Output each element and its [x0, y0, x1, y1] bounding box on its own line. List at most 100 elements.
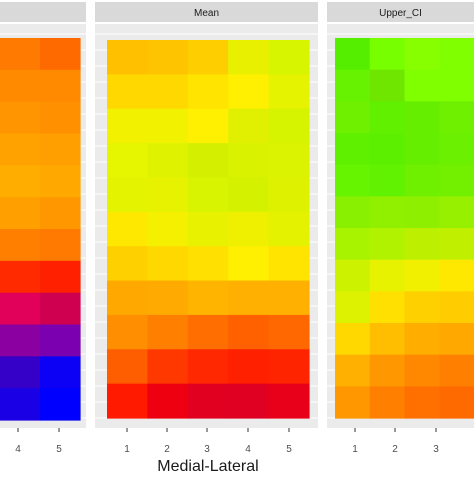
heatmap-tile — [187, 40, 229, 75]
heatmap-tile — [228, 108, 270, 144]
heatmap-tile — [369, 259, 406, 292]
heatmap-tile — [40, 197, 81, 230]
heatmap-tile — [147, 314, 189, 350]
heatmap-tile — [335, 354, 371, 387]
heatmap-tile — [187, 314, 229, 350]
heatmap-tile — [335, 69, 371, 102]
heatmap-tile — [335, 164, 371, 197]
heatmap-tile — [369, 164, 406, 197]
x-tick-label: 2 — [392, 444, 398, 455]
heatmap-tile — [439, 354, 474, 387]
heatmap-tile — [335, 291, 371, 324]
heatmap-tile — [40, 133, 81, 166]
heatmap-tile — [228, 383, 270, 419]
heatmap-tile — [147, 280, 189, 316]
heatmap-tile — [268, 108, 310, 144]
heatmap-tile — [228, 280, 270, 316]
x-tick-label: 1 — [352, 444, 358, 455]
heatmap-tile — [369, 354, 406, 387]
heatmap-tile — [335, 323, 371, 356]
heatmap-tile — [187, 383, 229, 419]
heatmap-tile — [147, 143, 189, 179]
heatmap-tile — [228, 211, 270, 247]
heatmap-tile — [369, 228, 406, 261]
heatmap-tile — [187, 349, 229, 385]
heatmap-tile — [268, 211, 310, 247]
heatmap-tile — [228, 314, 270, 350]
x-axis-label: Medial-Lateral — [157, 458, 258, 474]
heatmap-tile — [147, 108, 189, 144]
heatmap-tile — [0, 197, 41, 230]
x-tick-label: 5 — [56, 444, 62, 455]
heatmap-tile — [107, 74, 148, 110]
facet-strip — [327, 2, 474, 22]
heatmap-tile — [369, 196, 406, 229]
heatmap-tile — [0, 69, 41, 103]
heatmap-tile — [40, 69, 81, 103]
facet-strip — [0, 2, 86, 22]
heatmap-tile — [268, 314, 310, 350]
heatmap-tile — [228, 143, 270, 179]
heatmap-tile — [0, 101, 41, 135]
heatmap-tile — [0, 324, 41, 357]
heatmap-tile — [40, 324, 81, 357]
x-tick-label: 4 — [245, 444, 251, 455]
heatmap-tile — [107, 211, 148, 247]
heatmap-tile — [369, 386, 406, 419]
heatmap-tile — [147, 40, 189, 75]
heatmap-tile — [147, 383, 189, 419]
heatmap-tile — [404, 259, 440, 292]
heatmap-tile — [147, 211, 189, 247]
heatmap-tile — [147, 246, 189, 282]
x-tick-label: 5 — [286, 444, 292, 455]
heatmap-tile — [439, 101, 474, 134]
x-tick-label: 3 — [433, 444, 439, 455]
heatmap-tile — [107, 143, 148, 179]
heatmap-tile — [0, 356, 41, 389]
heatmap-tile — [268, 40, 310, 75]
heatmap-tile — [404, 228, 440, 261]
heatmap-tile — [40, 356, 81, 389]
heatmap-tile — [369, 133, 406, 166]
heatmap-tile — [335, 386, 371, 419]
heatmap-tile — [404, 164, 440, 197]
heatmap-tile — [439, 196, 474, 229]
facet-title: Mean — [194, 8, 219, 19]
heatmap-tile — [268, 383, 310, 419]
heatmap-tile — [40, 165, 81, 198]
heatmap-tile — [404, 354, 440, 387]
heatmap-tile — [0, 292, 41, 326]
x-tick-label: 1 — [124, 444, 130, 455]
heatmap-tile — [107, 177, 148, 213]
heatmap-tile — [439, 69, 474, 102]
heatmap-tile — [107, 40, 148, 75]
heatmap-tile — [40, 38, 81, 71]
heatmap-tile — [187, 177, 229, 213]
heatmap-tile — [187, 280, 229, 316]
heatmap-tile — [107, 246, 148, 282]
heatmap-tile — [40, 388, 81, 421]
heatmap-tile — [268, 349, 310, 385]
heatmap-tile — [439, 323, 474, 356]
heatmap-tile — [335, 259, 371, 292]
heatmap-tile — [40, 229, 81, 262]
heatmap-tile — [147, 177, 189, 213]
heatmap-tile — [268, 280, 310, 316]
heatmap-tile — [268, 143, 310, 179]
heatmap-tile — [404, 386, 440, 419]
heatmap-tile — [107, 280, 148, 316]
heatmap-tile — [369, 101, 406, 134]
heatmap-tile — [0, 260, 41, 294]
heatmap-tile — [404, 323, 440, 356]
heatmap-tile — [40, 292, 81, 326]
heatmap-tile — [335, 228, 371, 261]
heatmap-tile — [335, 101, 371, 134]
facet-strip — [95, 2, 318, 22]
x-tick-label: 4 — [15, 444, 21, 455]
heatmap-tile — [228, 246, 270, 282]
heatmap-tile — [107, 349, 148, 385]
heatmap-tile — [0, 229, 41, 262]
heatmap-tile — [404, 69, 440, 102]
